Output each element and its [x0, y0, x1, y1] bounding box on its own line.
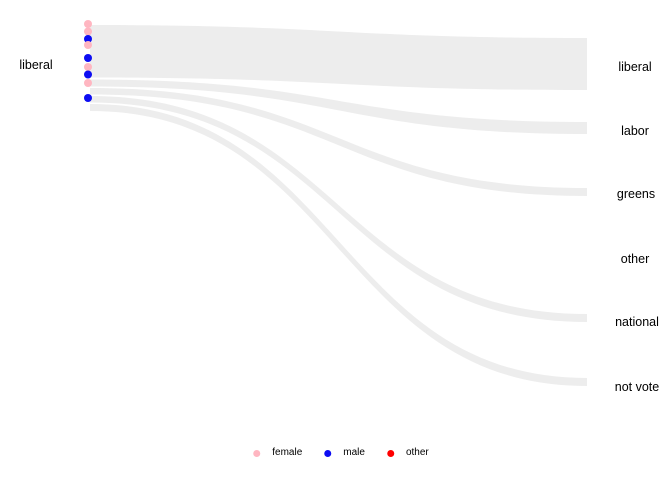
legend-item-other: other: [386, 447, 429, 458]
flow-liberal-to-national: [90, 96, 587, 322]
right-node-label-national: national: [615, 314, 659, 329]
respondent-dot-female: [84, 27, 92, 36]
respondent-dot-female: [84, 20, 92, 28]
respondent-dot-male: [84, 35, 92, 43]
respondent-dot-male: [84, 54, 92, 62]
legend-dot-male-icon: [324, 449, 332, 457]
legend-item-female: female: [253, 448, 302, 458]
flow-liberal-to-liberal: [90, 25, 587, 90]
legend-dot-female-icon: [253, 449, 261, 457]
flow-liberal-to-labor: [90, 79, 587, 134]
legend-dot-other-icon: [386, 449, 394, 457]
right-node-label-other: other: [620, 251, 650, 266]
right-node-label-greens: greens: [616, 186, 656, 201]
legend: female male other: [253, 448, 429, 458]
right-node-label-not-vote: not vote: [614, 379, 660, 394]
respondent-dot-male: [84, 70, 92, 79]
left-node-label-liberal: liberal: [19, 57, 53, 72]
right-node-label-liberal: liberal: [618, 59, 652, 74]
legend-label-female: female: [272, 447, 303, 458]
respondent-dot-female: [84, 79, 92, 87]
respondent-dot-female: [84, 41, 92, 49]
legend-label-other: other: [405, 447, 429, 458]
respondent-dot-female: [84, 63, 92, 71]
respondent-dot-male: [84, 94, 92, 102]
flow-liberal-to-greens: [90, 88, 587, 196]
right-node-label-labor: labor: [621, 123, 649, 138]
legend-label-male: male: [343, 447, 365, 458]
legend-item-male: male: [324, 448, 365, 458]
flow-liberal-to-not-vote: [90, 104, 587, 386]
